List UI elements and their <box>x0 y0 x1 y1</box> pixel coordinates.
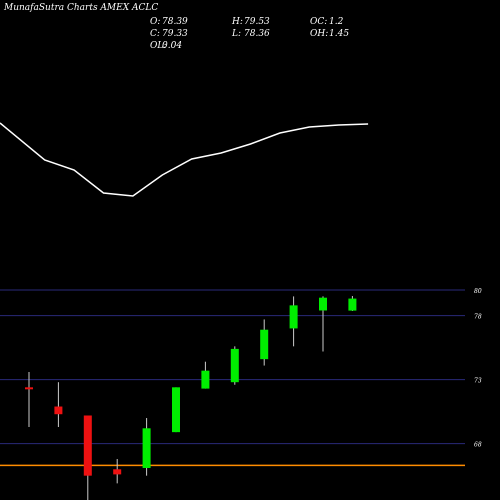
info-value: 78.39 <box>162 17 188 27</box>
y-tick-label: 68 <box>474 442 482 449</box>
candle-body <box>83 415 92 476</box>
info-value: 1.2 <box>329 17 344 27</box>
info-value: 1.45 <box>329 29 349 39</box>
candle-body <box>260 329 269 360</box>
info-label: C: <box>150 29 160 39</box>
info-value: 79.53 <box>244 17 270 27</box>
info-label: H: <box>231 17 243 27</box>
y-tick-label: 73 <box>474 378 482 385</box>
info-label: OH: <box>310 29 328 39</box>
candle-body <box>25 387 33 390</box>
candle-body <box>142 428 151 468</box>
info-label: OC: <box>310 17 327 27</box>
y-tick-label: 78 <box>474 314 482 321</box>
info-value: 78.36 <box>244 29 270 39</box>
info-value: 0.04 <box>162 41 182 51</box>
y-tick-label: 80 <box>474 288 482 295</box>
info-label: OL: <box>150 41 166 51</box>
info-label: L: <box>231 29 241 39</box>
info-value: 79.33 <box>162 29 188 39</box>
candle-body <box>230 348 239 383</box>
indicator-line <box>0 122 369 197</box>
chart-title: MunafaSutra Charts AMEX ACLC <box>3 3 158 13</box>
candle-body <box>113 469 122 475</box>
candle-body <box>289 305 298 329</box>
candle-body <box>172 387 180 433</box>
candle-body <box>54 406 63 415</box>
candle-body <box>319 297 327 311</box>
candle-body <box>201 370 210 389</box>
info-label: O: <box>150 17 160 27</box>
candle-body <box>348 298 357 311</box>
